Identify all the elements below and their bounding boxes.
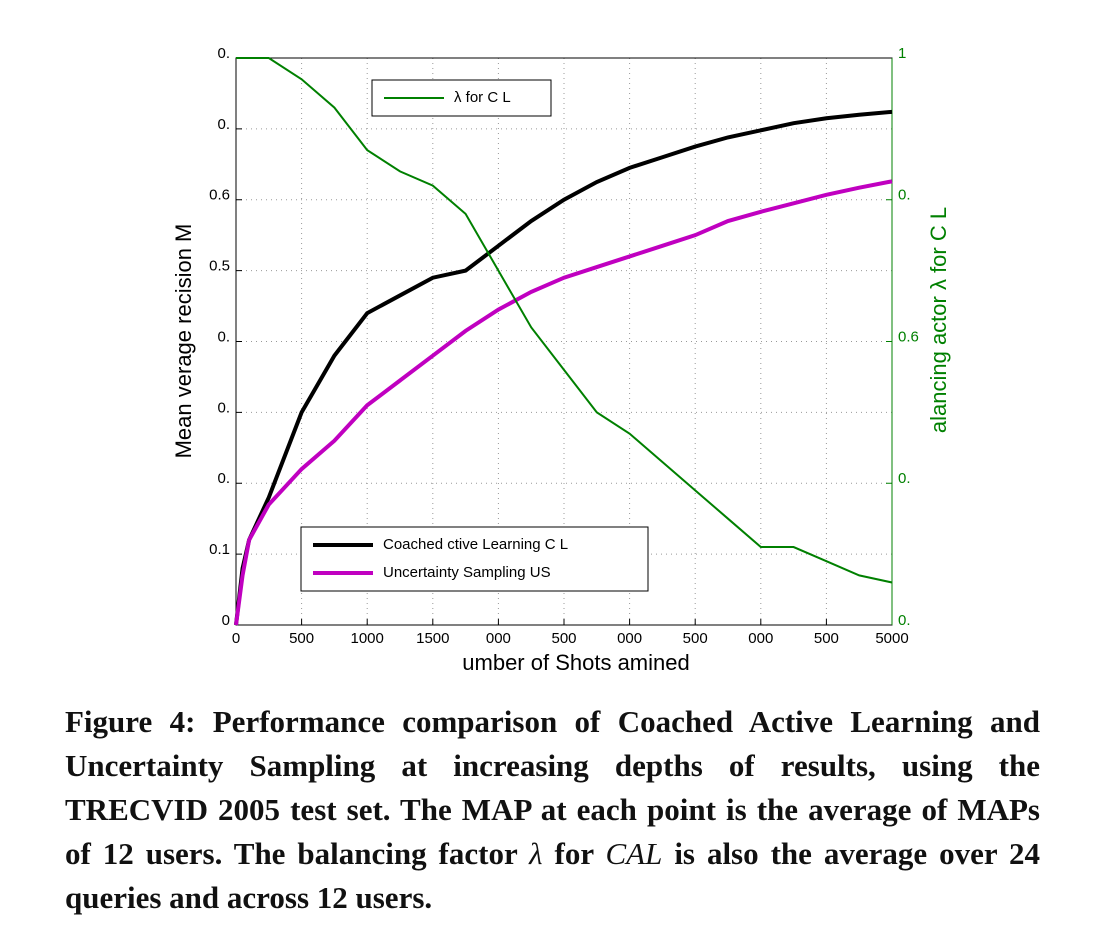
x-tick-label: 500 bbox=[289, 630, 314, 647]
y2-tick-label: 0. bbox=[898, 470, 911, 487]
caption-part: is also the average over 24 queries and … bbox=[65, 836, 1040, 915]
y-tick-label: 0.5 bbox=[209, 258, 230, 275]
series-line bbox=[234, 109, 893, 626]
chart: Mean verage recision M alancing actor λ … bbox=[171, 45, 951, 675]
caption: Figure 4: Performance comparison of Coac… bbox=[65, 700, 1040, 920]
caption-part: for bbox=[542, 836, 606, 871]
x-tick-label: 500 bbox=[551, 630, 576, 647]
x-tick-label: 0 bbox=[232, 630, 240, 647]
y-tick-label: 0. bbox=[217, 45, 230, 62]
y2-tick-label: 0.6 bbox=[898, 328, 919, 345]
y-tick-label: 0.1 bbox=[209, 541, 230, 558]
y-axis-label: Mean verage recision M bbox=[171, 224, 196, 459]
legend-box bbox=[300, 526, 649, 592]
y-tick-label: 0. bbox=[217, 328, 230, 345]
y-tick-label: 0 bbox=[222, 612, 230, 629]
y-tick-label: 0.6 bbox=[209, 187, 230, 204]
y2-tick-label: 0. bbox=[898, 612, 911, 629]
series-line bbox=[236, 57, 893, 584]
y2-axis-label: alancing actor λ for C L bbox=[926, 207, 951, 433]
caption-part: λ bbox=[529, 836, 543, 871]
legend-label: Uncertainty Sampling US bbox=[383, 564, 551, 581]
y2-tick-label: 0. bbox=[898, 187, 911, 204]
x-tick-label: 500 bbox=[814, 630, 839, 647]
legend-label: Coached ctive Learning C L bbox=[383, 536, 568, 553]
y-tick-label: 0. bbox=[217, 399, 230, 416]
legend-label: λ for C L bbox=[454, 89, 511, 106]
x-tick-label: 000 bbox=[486, 630, 511, 647]
y2-tick-label: 1 bbox=[898, 45, 906, 62]
y-tick-label: 0. bbox=[217, 470, 230, 487]
caption-part: Figure 4: Performance comparison of Coac… bbox=[65, 704, 1040, 871]
x-tick-label: 000 bbox=[748, 630, 773, 647]
x-tick-label: 1000 bbox=[351, 630, 384, 647]
x-tick-label: 000 bbox=[617, 630, 642, 647]
x-tick-label: 500 bbox=[683, 630, 708, 647]
y-tick-label: 0. bbox=[217, 116, 230, 133]
series-line bbox=[234, 179, 893, 626]
x-tick-label: 5000 bbox=[875, 630, 908, 647]
x-tick-label: 1500 bbox=[416, 630, 449, 647]
x-axis-label: umber of Shots amined bbox=[462, 650, 689, 675]
caption-part: CAL bbox=[605, 836, 663, 871]
